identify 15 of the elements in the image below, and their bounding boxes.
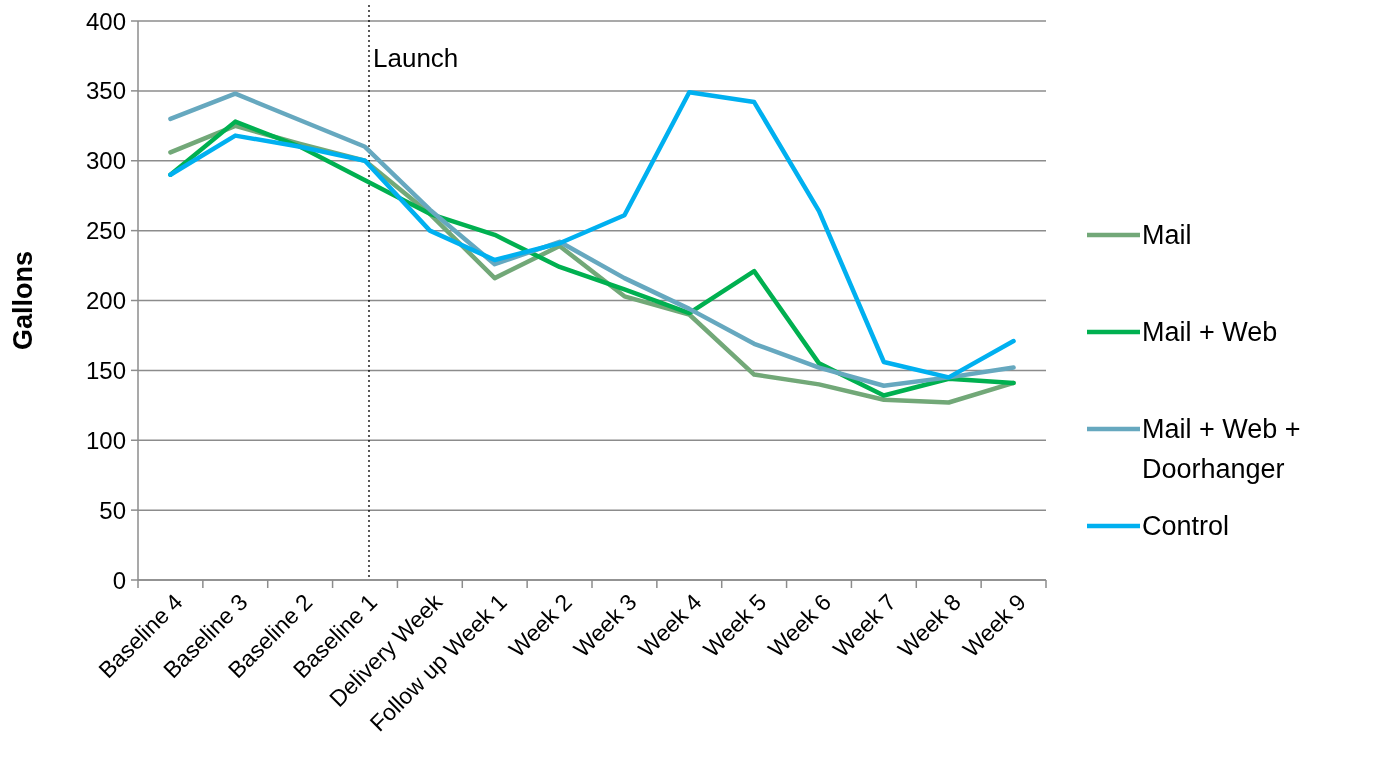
y-tick-label: 400 <box>85 7 126 35</box>
y-tick-label: 100 <box>85 426 126 454</box>
y-tick-label: 350 <box>85 77 126 105</box>
ref-line-label: Launch <box>373 43 459 73</box>
y-tick-label: 300 <box>85 147 126 175</box>
y-tick-label: 200 <box>85 287 126 314</box>
y-axis-title: Gallons <box>8 250 38 351</box>
legend-label: Mail + Web + Doorhanger <box>1142 414 1301 484</box>
y-tick-label: 250 <box>85 217 126 245</box>
legend-label: Mail <box>1142 220 1192 250</box>
legend-label: Control <box>1142 511 1230 541</box>
y-tick-label: 0 <box>112 566 126 594</box>
legend-label: Mail + Web <box>1142 317 1278 347</box>
y-tick-label: 150 <box>85 356 126 384</box>
y-tick-label: 50 <box>99 496 126 524</box>
